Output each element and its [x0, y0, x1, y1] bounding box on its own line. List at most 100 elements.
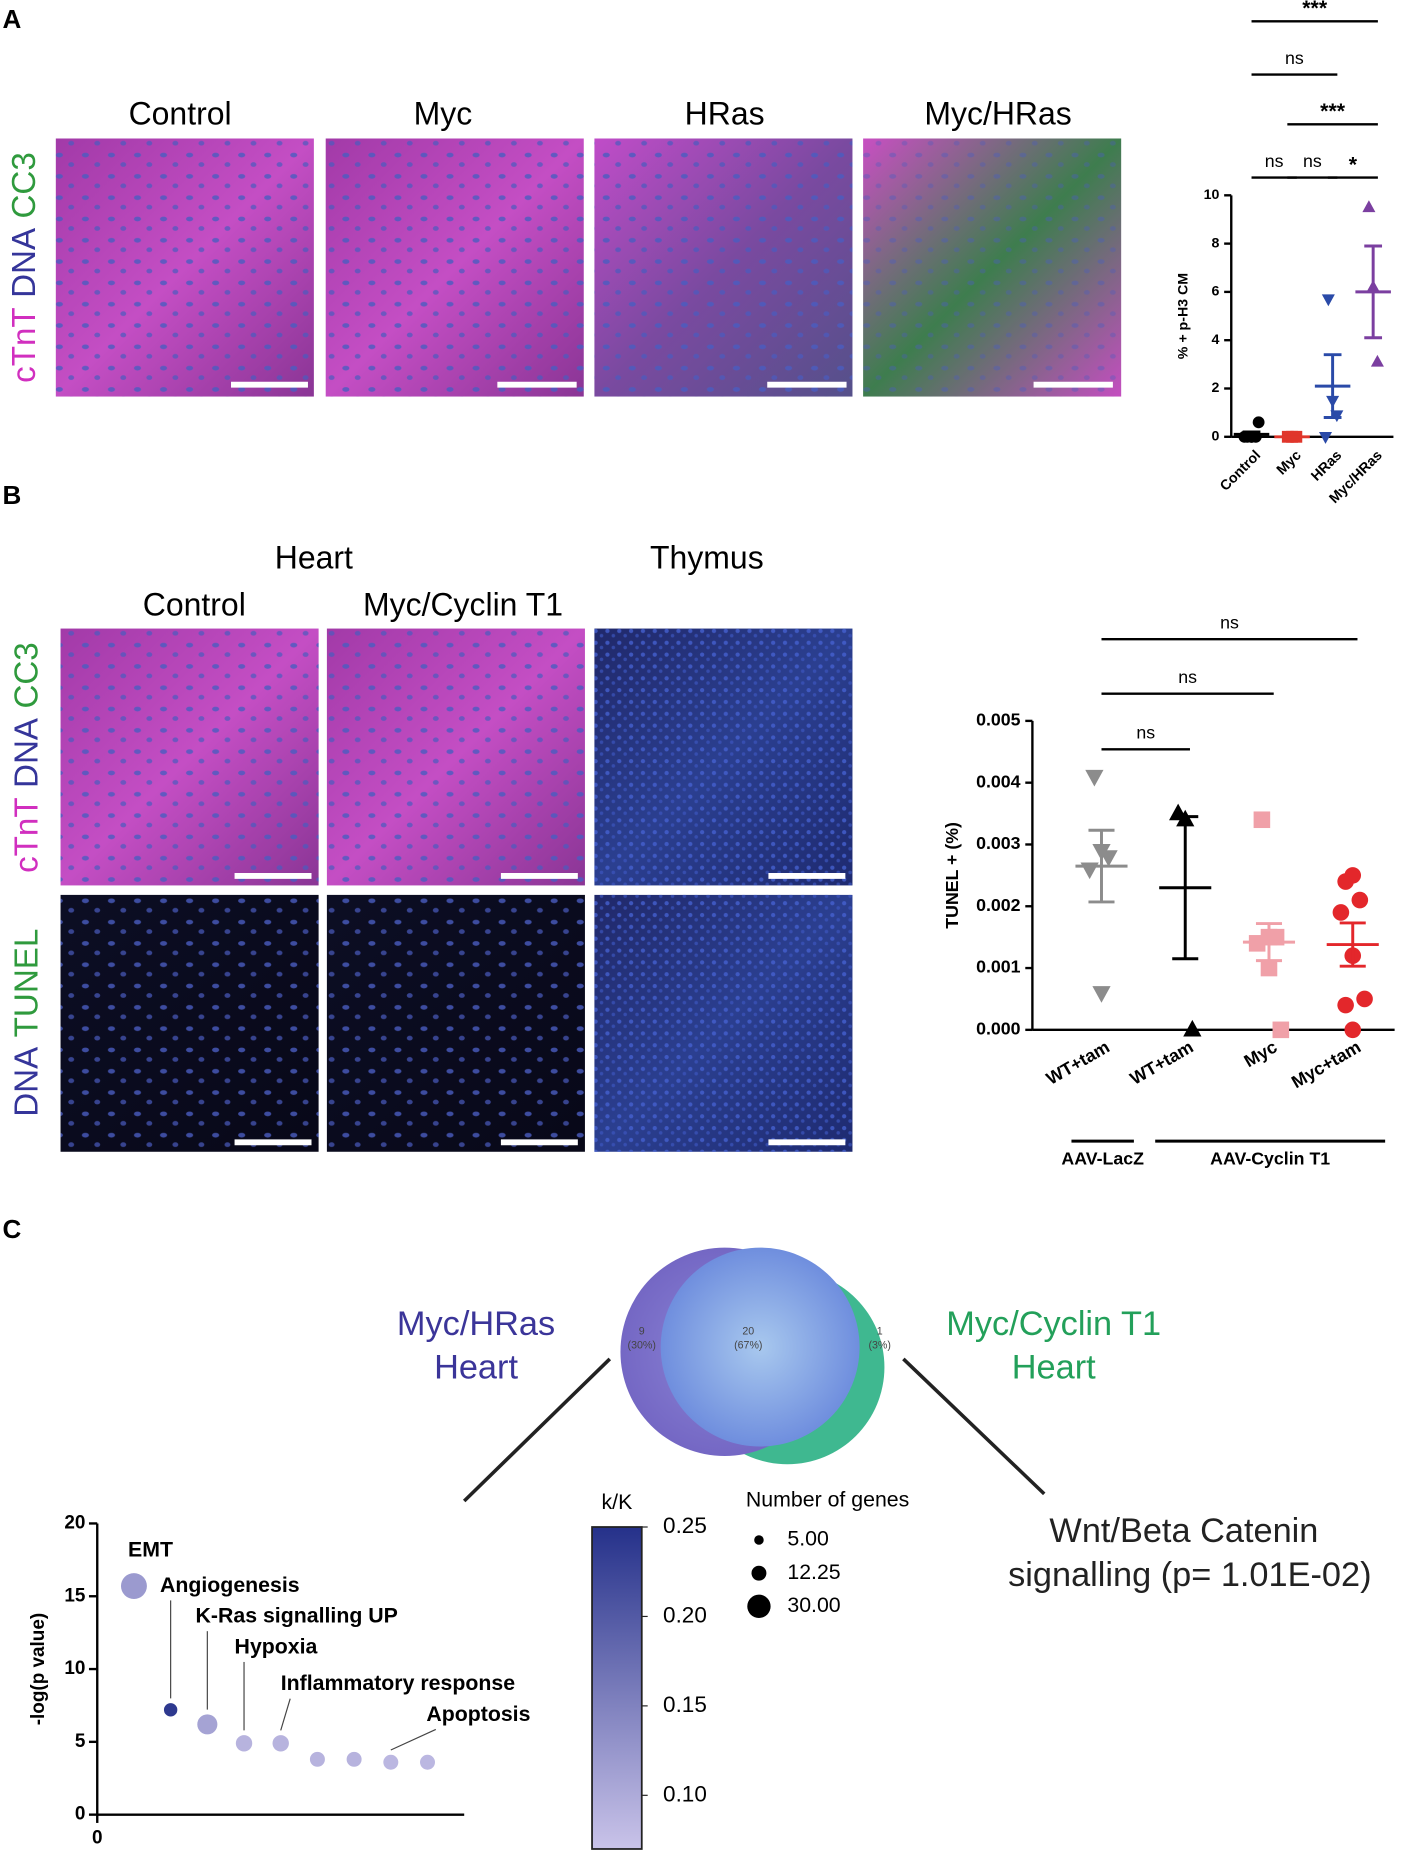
bubble — [346, 1751, 362, 1767]
venn-count: 20 — [742, 1326, 754, 1338]
venn-label: Myc/HRas — [397, 1305, 555, 1343]
panel-label: C — [3, 1214, 22, 1244]
y-tick-label: 6 — [1212, 284, 1220, 300]
micrograph-texture — [594, 138, 853, 397]
y-tick-label: 10 — [1204, 187, 1220, 203]
venn-label: Heart — [434, 1349, 518, 1387]
annotation: K-Ras signalling UP — [195, 1604, 397, 1628]
micrograph-texture — [326, 628, 585, 886]
micrograph-row — [55, 138, 1122, 397]
y-tick-label: 0.000 — [976, 1019, 1021, 1039]
bubble — [235, 1735, 253, 1752]
x-tick-label: HRas — [1308, 447, 1345, 484]
annotation: Inflammatory response — [281, 1671, 515, 1695]
y-tick-label: 0.003 — [976, 833, 1021, 853]
bubble — [309, 1751, 325, 1767]
result-label: Wnt/Beta Catenin — [1049, 1512, 1318, 1550]
venn-label: Heart — [1012, 1349, 1096, 1387]
stain-word: CC3 — [8, 642, 45, 708]
image-label: Myc — [414, 95, 473, 131]
data-point — [1252, 416, 1265, 429]
y-tick-label: 15 — [64, 1585, 85, 1606]
data-point — [1321, 294, 1335, 307]
y-tick-label: 5 — [75, 1731, 86, 1752]
y-tick-label: 0.002 — [976, 895, 1021, 915]
bubble — [197, 1714, 218, 1735]
micrograph-texture — [60, 628, 319, 886]
significance-label: ns — [1285, 48, 1304, 68]
leader-line — [280, 1698, 291, 1731]
data-point — [1253, 811, 1271, 829]
stain-word: cTnT — [6, 307, 43, 382]
y-axis-label: -log(p value) — [28, 1613, 49, 1725]
stain-word: DNA — [8, 717, 45, 788]
data-point — [1351, 891, 1369, 909]
significance-label: * — [1349, 152, 1358, 176]
significance-label: ns — [1178, 667, 1197, 687]
y-tick-label: 10 — [64, 1658, 85, 1679]
y-tick-label: 2 — [1212, 380, 1220, 396]
size-legend-dot — [751, 1565, 767, 1581]
panel-label: B — [3, 480, 22, 510]
venn-count: 9 — [639, 1326, 645, 1338]
stain-word: CC3 — [6, 152, 43, 218]
venn-diagram — [462, 1247, 1046, 1503]
venn-count: 1 — [877, 1326, 883, 1338]
image-label: Myc/HRas — [924, 95, 1071, 131]
annotation: EMT — [128, 1537, 173, 1561]
x-tick-label: WT+tam — [1126, 1037, 1196, 1089]
connector-line — [462, 1357, 612, 1503]
venn-percent: (3%) — [868, 1340, 890, 1352]
data-point — [1085, 769, 1104, 787]
size-legend-label: 30.00 — [787, 1593, 840, 1617]
data-point — [1319, 432, 1333, 444]
y-axis-label: % + p-H3 CM — [1176, 273, 1192, 359]
bubble — [272, 1735, 289, 1752]
annotation: Apoptosis — [426, 1702, 530, 1726]
micrograph-texture — [863, 138, 1122, 397]
y-tick-label: 0 — [75, 1804, 86, 1825]
image-label: Myc/Cyclin T1 — [363, 587, 563, 623]
micrograph-grid — [60, 628, 853, 1152]
stain-word: DNA — [8, 1046, 45, 1117]
x-tick-label: Myc+tam — [1288, 1037, 1364, 1093]
tissue-label: Thymus — [650, 539, 764, 575]
data-point — [1344, 867, 1362, 884]
data-point — [1337, 996, 1354, 1014]
micrograph-texture — [594, 628, 853, 886]
micrograph-texture — [55, 138, 314, 397]
connector-line — [902, 1357, 1046, 1496]
significance-label: *** — [1302, 0, 1328, 20]
colorbar-tick-label: 0.25 — [663, 1513, 707, 1538]
stain-label: DNA TUNEL — [8, 929, 45, 1117]
result-label: signalling (p= 1.01E-02) — [1008, 1556, 1371, 1594]
size-legend-label: 12.25 — [787, 1560, 840, 1584]
y-tick-label: 8 — [1212, 235, 1220, 251]
x-tick-label: Myc — [1241, 1037, 1281, 1072]
y-tick-label: 0.004 — [976, 771, 1021, 791]
bubble — [120, 1573, 147, 1600]
significance-label: ns — [1265, 151, 1284, 171]
size-legend-dot — [754, 1535, 764, 1545]
data-point — [1344, 1021, 1362, 1039]
data-point — [1092, 986, 1111, 1003]
y-tick-label: 4 — [1212, 332, 1220, 348]
size-legend-title: Number of genes — [746, 1488, 909, 1512]
significance-label: *** — [1320, 99, 1346, 123]
tissue-label: Heart — [275, 539, 353, 575]
group-label: AAV-LacZ — [1061, 1149, 1144, 1169]
data-point — [1099, 850, 1118, 867]
colorbar-tick-label: 0.10 — [663, 1781, 707, 1806]
leader-line — [390, 1728, 437, 1751]
annotation: Angiogenesis — [160, 1573, 300, 1597]
stain-word: cTnT — [8, 797, 45, 872]
y-axis-label: TUNEL + (%) — [942, 822, 962, 929]
venn-label: Myc/Cyclin T1 — [946, 1305, 1161, 1343]
data-point — [1356, 990, 1373, 1008]
image-label: Control — [143, 587, 246, 623]
colorbar-title: k/K — [602, 1490, 633, 1514]
y-tick-label: 0.005 — [976, 710, 1021, 730]
stain-word: DNA — [6, 227, 43, 298]
y-tick-label: 20 — [64, 1512, 85, 1533]
